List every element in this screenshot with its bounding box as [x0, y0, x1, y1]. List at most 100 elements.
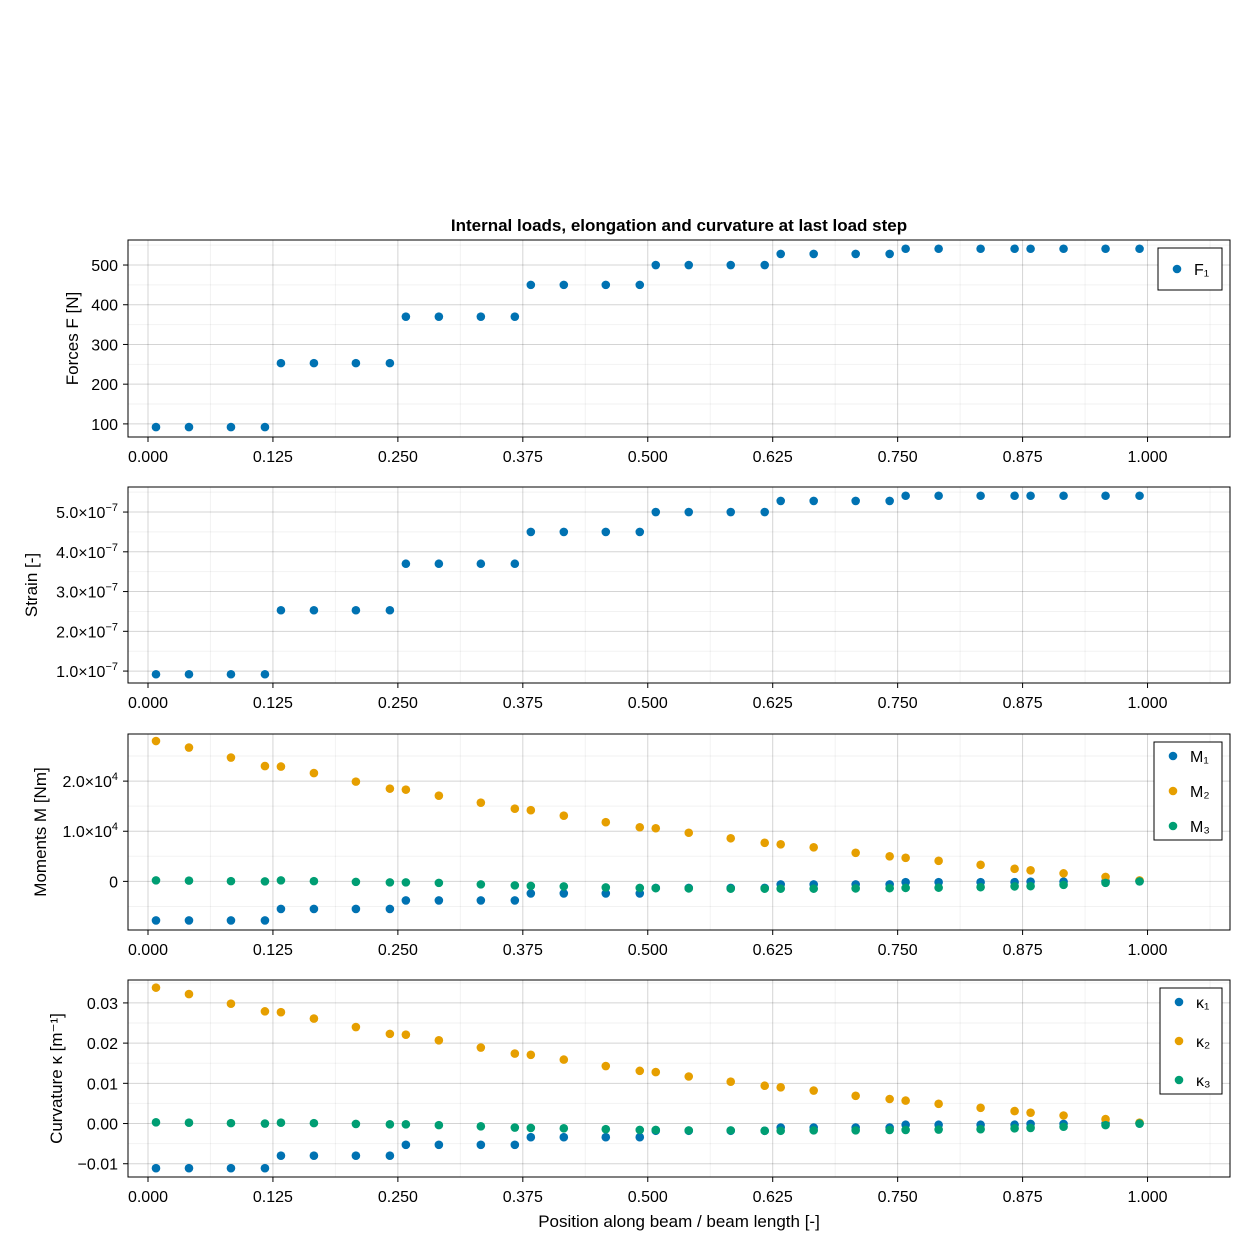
data-point [351, 605, 361, 615]
legend-label: F₁ [1194, 262, 1209, 279]
data-point [434, 791, 444, 800]
x-tick-label: 0.000 [128, 695, 168, 712]
series-2 [151, 736, 1144, 885]
legend-label: M₁ [1190, 749, 1209, 766]
x-tick-label: 0.625 [753, 695, 793, 712]
legend-marker [1174, 1075, 1184, 1085]
data-point [934, 491, 943, 501]
data-point [226, 422, 236, 432]
data-point [476, 798, 486, 807]
data-point [635, 1125, 645, 1135]
data-point [726, 507, 736, 517]
x-tick-label: 0.250 [378, 1189, 418, 1206]
series-1 [151, 244, 1144, 432]
x-axis-label: Position along beam / beam length [-] [538, 1212, 820, 1231]
data-point [526, 881, 536, 891]
y-tick-label: 2.0×104 [62, 771, 118, 791]
legend-box [1153, 741, 1223, 841]
data-point [401, 559, 411, 569]
plot-frame [127, 733, 1231, 931]
data-point [885, 852, 894, 861]
x-tick-label: 1.000 [1128, 942, 1168, 959]
data-point [809, 249, 818, 259]
data-point [184, 422, 194, 432]
data-point [401, 1120, 411, 1129]
data-point [510, 312, 520, 321]
y-axis-label: Strain [-] [22, 553, 41, 617]
data-point [526, 280, 536, 290]
data-point [901, 491, 910, 501]
x-tick-label: 0.125 [253, 1189, 293, 1206]
data-point [1101, 491, 1110, 501]
data-point [760, 1126, 770, 1136]
data-point [1101, 878, 1110, 888]
data-point [684, 828, 694, 838]
legend: M₁ M₂ M₃ [1153, 741, 1223, 841]
data-point [184, 876, 194, 885]
x-tick-label: 0.375 [503, 1189, 543, 1206]
data-point [934, 883, 943, 892]
y-tick-exponent: 4 [112, 821, 118, 833]
data-point [184, 669, 194, 679]
data-point [760, 884, 770, 893]
data-point [851, 1126, 860, 1135]
data-point [934, 856, 943, 866]
data-point [151, 1118, 161, 1127]
data-point [434, 1036, 444, 1045]
data-point [1059, 1122, 1068, 1132]
x-tick-label: 0.000 [128, 1189, 168, 1206]
data-point [726, 833, 736, 843]
data-point [526, 1123, 536, 1133]
y-tick-mantissa: 0 [109, 874, 118, 891]
data-point [476, 1140, 486, 1150]
data-point [934, 1125, 943, 1134]
data-point [601, 889, 611, 898]
x-tick-label: 0.375 [503, 449, 543, 466]
x-tick-label: 0.500 [628, 1189, 668, 1206]
panel-3: 0.000 0.125 0.250 0.375 0.500 0.625 0.750 0.875… [31, 733, 1231, 959]
data-point [351, 1022, 361, 1032]
x-tick-label: 0.750 [878, 942, 918, 959]
data-point [184, 989, 194, 999]
data-point [559, 811, 569, 821]
data-point [510, 559, 520, 569]
data-point [276, 358, 286, 368]
data-point [526, 889, 536, 898]
data-point [651, 1067, 661, 1077]
legend-marker [1174, 997, 1184, 1007]
data-point [601, 1061, 611, 1071]
x-tick-label: 0.000 [128, 449, 168, 466]
data-point [559, 280, 569, 290]
x-tick-label: 0.875 [1003, 942, 1043, 959]
x-tick-label: 0.750 [878, 449, 918, 466]
panel-1: 0.000 0.125 0.250 0.375 0.500 0.625 0.750 0.875… [63, 239, 1231, 466]
x-tick-label: 0.875 [1003, 695, 1043, 712]
data-point [1101, 1120, 1110, 1130]
data-point [760, 838, 770, 848]
x-tick-label: 0.500 [628, 942, 668, 959]
panel-2: 0.000 0.125 0.250 0.375 0.500 0.625 0.750 0.875… [22, 486, 1231, 712]
data-point [226, 753, 236, 762]
data-point [401, 312, 411, 321]
data-point [434, 1140, 444, 1150]
y-tick-exponent: −7 [105, 661, 118, 673]
data-point [510, 1140, 520, 1150]
data-point [401, 896, 411, 905]
legend-marker [1168, 786, 1178, 796]
data-point [1135, 491, 1144, 501]
data-point [184, 743, 194, 752]
data-point [1026, 491, 1035, 501]
data-point [1010, 864, 1019, 874]
y-tick-label: 0.00 [87, 1117, 118, 1134]
data-point [151, 669, 161, 679]
y-tick-label: 0.01 [87, 1076, 118, 1093]
data-point [226, 999, 236, 1009]
y-tick-mantissa: 4.0×10 [56, 545, 105, 562]
y-tick-label: 2.0×10−7 [56, 621, 118, 641]
data-point [1010, 491, 1019, 501]
data-point [226, 1163, 236, 1173]
data-point [601, 883, 611, 892]
x-tick-label: 0.875 [1003, 1189, 1043, 1206]
legend-marker [1168, 821, 1178, 831]
